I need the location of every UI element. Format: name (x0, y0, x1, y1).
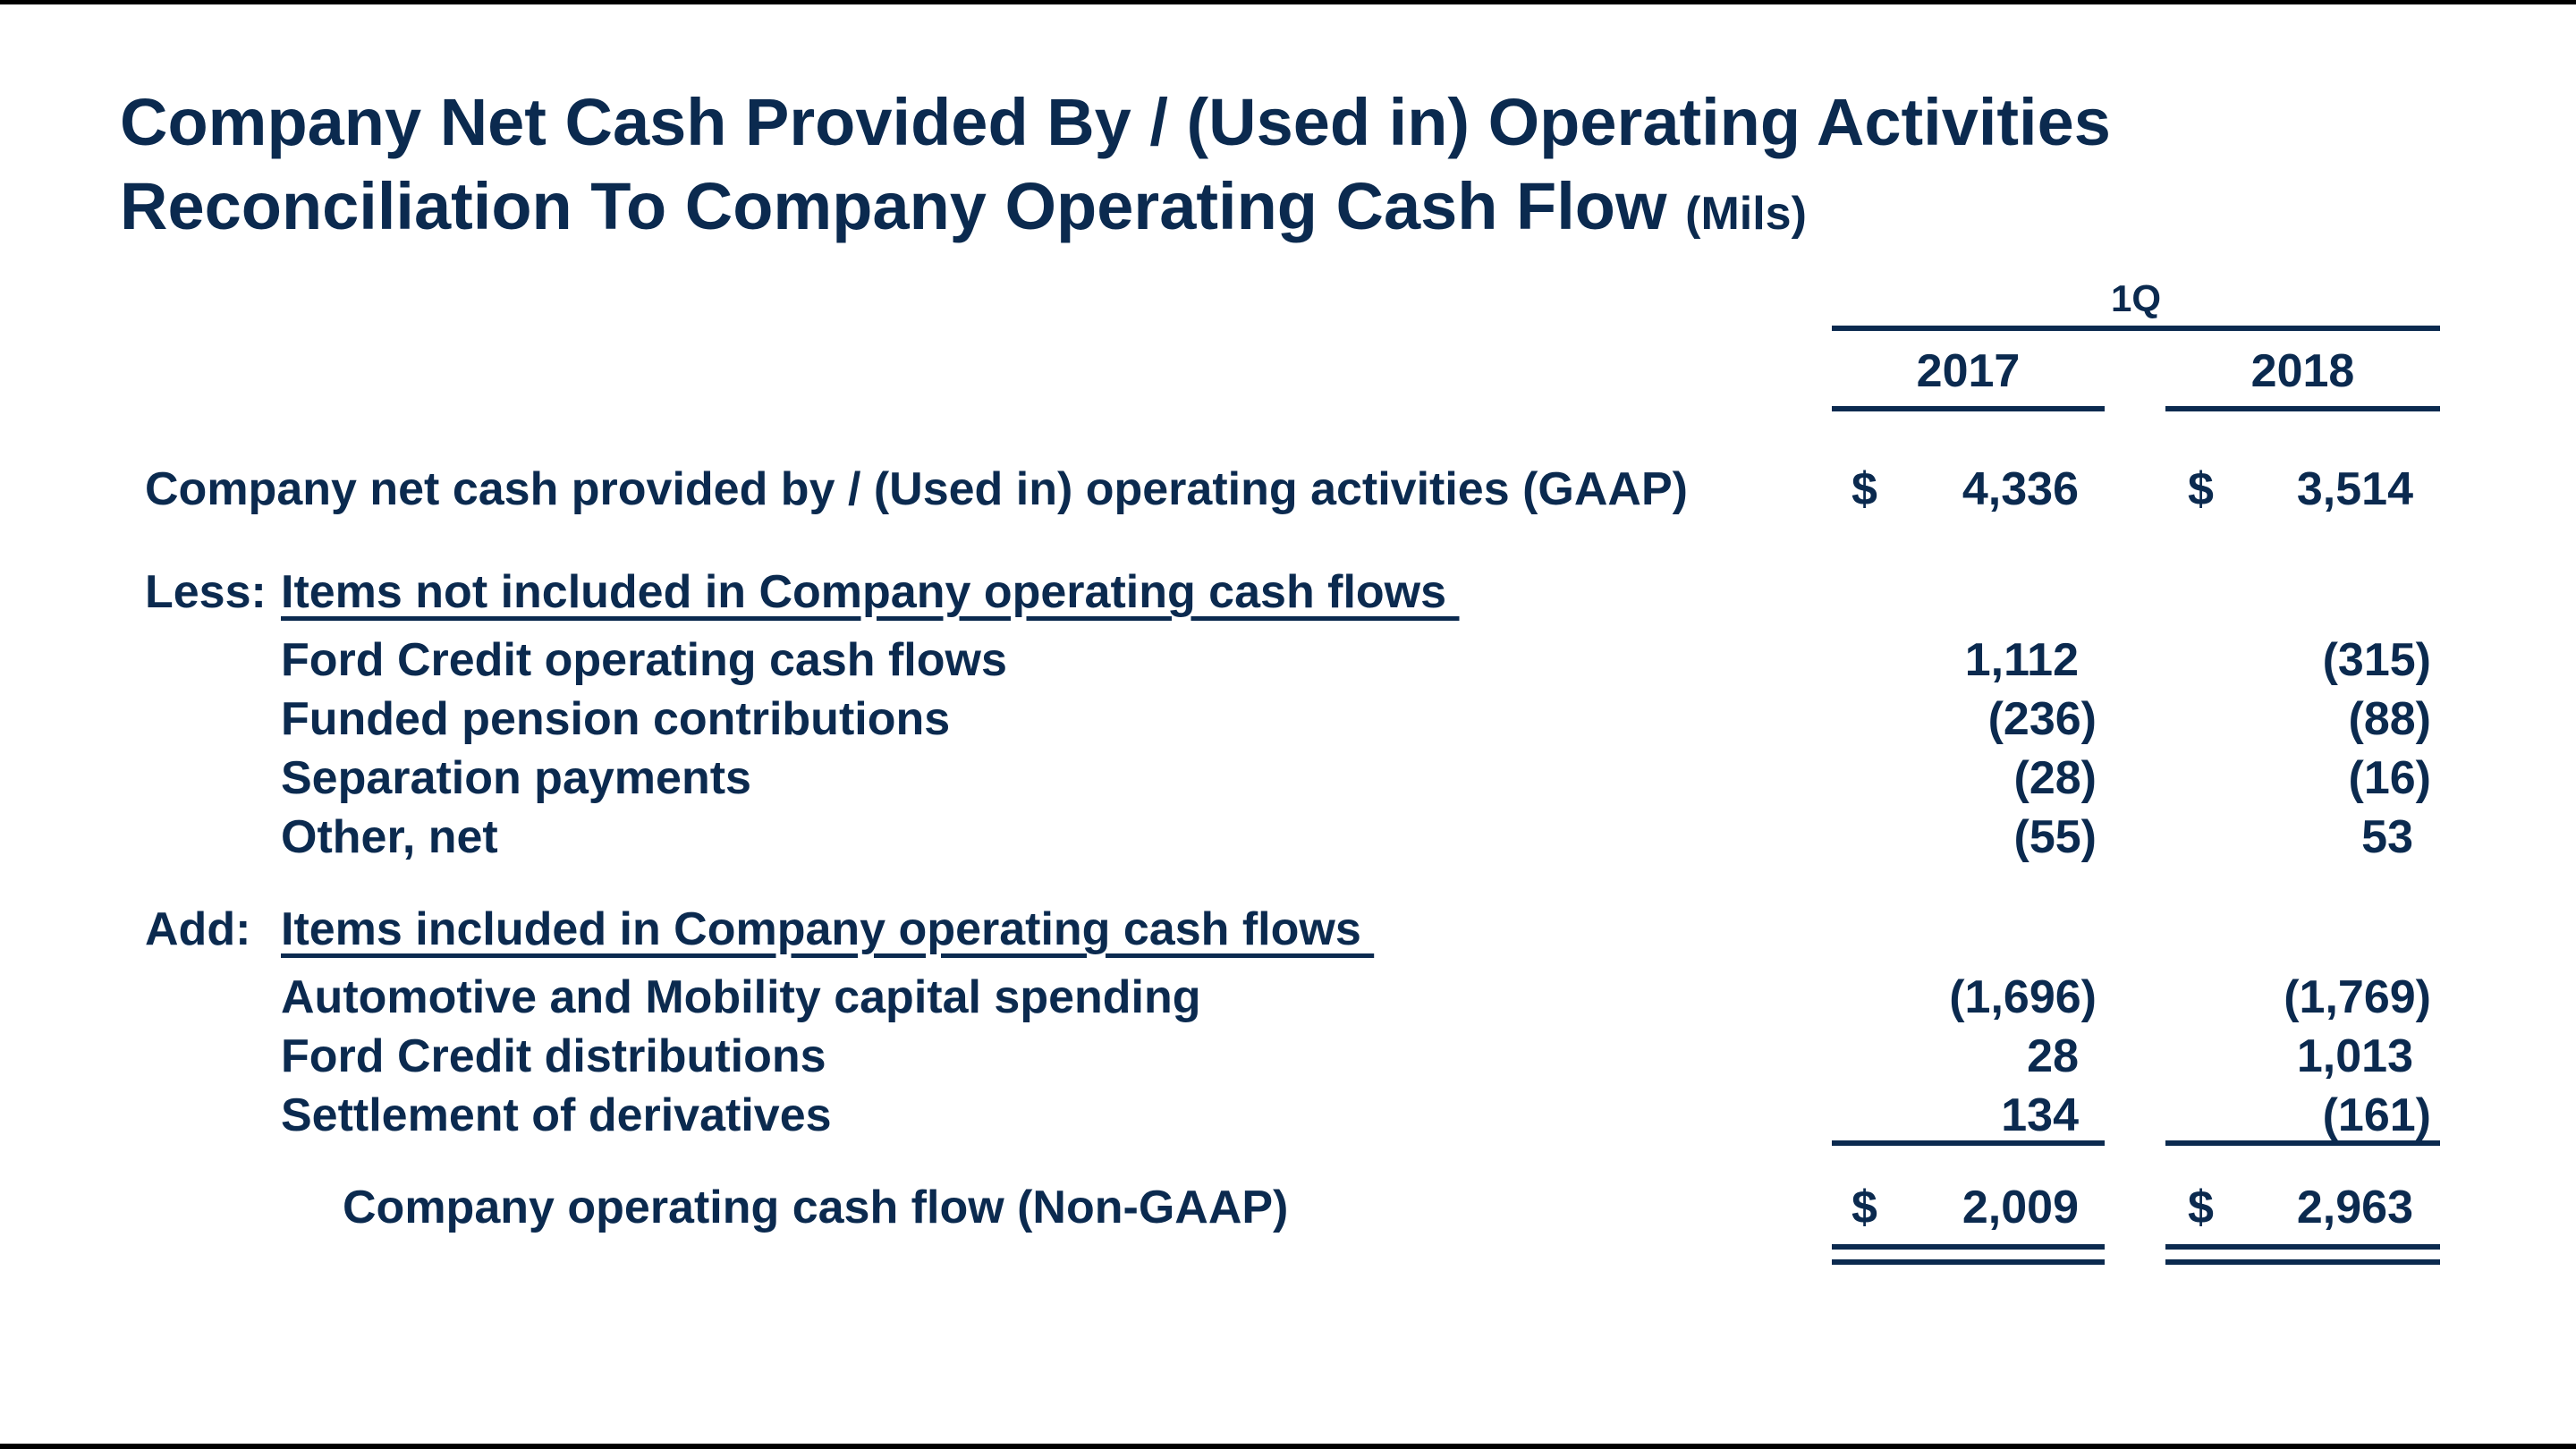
less-section-heading: Items not included in Company operating … (281, 566, 1460, 618)
add-item-value-2017: 134 (2001, 1089, 2079, 1141)
less-item-label: Ford Credit operating cash flows (281, 634, 1007, 686)
units-label: (Mils) (1685, 188, 1807, 240)
column-rule-2017 (1832, 406, 2105, 411)
add-item-value-2017: (1,696) (1949, 971, 2097, 1023)
top-border (0, 0, 2576, 4)
less-item-label: Funded pension contributions (281, 693, 951, 745)
total-double-rule-bottom-2018 (2165, 1259, 2440, 1265)
less-item-label: Other, net (281, 811, 498, 863)
column-rule-2018 (2165, 406, 2440, 411)
less-prefix: Less: (145, 566, 267, 618)
less-item-value-2018: (88) (2348, 693, 2431, 745)
period-header-rule (1832, 326, 2440, 331)
gaap-currency-2018: $ (2188, 463, 2214, 515)
gaap-currency-2017: $ (1852, 463, 1877, 515)
total-currency-2017: $ (1852, 1182, 1877, 1233)
less-item-value-2018: 53 (2361, 811, 2413, 863)
less-item-value-2018: (315) (2322, 634, 2431, 686)
subtotal-rule-2017 (1832, 1140, 2105, 1146)
add-item-value-2018: (161) (2322, 1089, 2431, 1141)
gaap-value-2018: 3,514 (2296, 463, 2413, 515)
add-item-label: Automotive and Mobility capital spending (281, 971, 1201, 1023)
column-header-2018: 2018 (2250, 345, 2355, 397)
add-section-heading: Items included in Company operating cash… (281, 903, 1375, 955)
add-item-value-2018: 1,013 (2296, 1030, 2413, 1082)
title-line-1: Company Net Cash Provided By / (Used in)… (120, 85, 2111, 159)
less-item-value-2017: (236) (1987, 693, 2097, 745)
less-item-value-2018: (16) (2348, 752, 2431, 804)
less-item-value-2017: (28) (2013, 752, 2097, 804)
subtotal-rule-2018 (2165, 1140, 2440, 1146)
bottom-border (0, 1444, 2576, 1449)
total-double-rule-top-2018 (2165, 1244, 2440, 1250)
add-prefix: Add: (145, 903, 251, 955)
title-line-2: Reconciliation To Company Operating Cash… (120, 165, 2111, 256)
total-value-2018: 2,963 (2296, 1182, 2413, 1233)
add-item-value-2018: (1,769) (2284, 971, 2431, 1023)
less-item-value-2017: (55) (2013, 811, 2097, 863)
gaap-value-2017: 4,336 (1962, 463, 2079, 515)
title-line-2-text: Reconciliation To Company Operating Cash… (120, 169, 1667, 243)
add-item-label: Ford Credit distributions (281, 1030, 826, 1082)
total-value-2017: 2,009 (1962, 1182, 2079, 1233)
total-double-rule-bottom-2017 (1832, 1259, 2105, 1265)
total-currency-2018: $ (2188, 1182, 2214, 1233)
less-item-value-2017: 1,112 (1964, 634, 2079, 686)
total-row-label: Company operating cash flow (Non-GAAP) (343, 1182, 1289, 1233)
add-item-label: Settlement of derivatives (281, 1089, 832, 1141)
period-header: 1Q (2110, 277, 2162, 319)
less-item-label: Separation payments (281, 752, 751, 804)
add-item-value-2017: 28 (2027, 1030, 2079, 1082)
page-title: Company Net Cash Provided By / (Used in)… (120, 80, 2111, 256)
gaap-row-label: Company net cash provided by / (Used in)… (145, 463, 1688, 515)
column-header-2017: 2017 (1916, 345, 2021, 397)
total-double-rule-top-2017 (1832, 1244, 2105, 1250)
